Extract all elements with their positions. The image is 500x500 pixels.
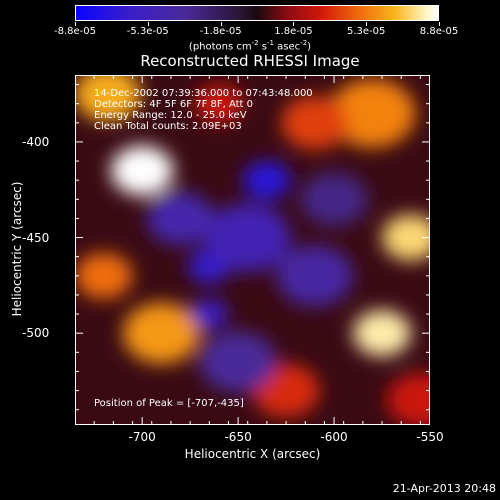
chart-title: Reconstructed RHESSI Image: [140, 52, 360, 70]
colorbar: [75, 5, 439, 21]
heatmap-blob: [199, 331, 277, 393]
colorbar-tick-label: 8.8e-05: [419, 26, 459, 37]
peak-position-label: Position of Peak = [-707,-435]: [94, 398, 244, 409]
heatmap-blob: [386, 373, 430, 425]
heatmap-blob: [300, 172, 368, 227]
x-tick-label: -650: [224, 430, 252, 444]
x-axis-label: Heliocentric X (arcsec): [184, 447, 321, 461]
observation-info: 14-Dec-2002 07:39:36.000 to 07:43:48.000…: [94, 88, 313, 132]
y-axis-label: Heliocentric Y (arcsec): [10, 181, 24, 317]
heatmap-blob: [194, 84, 243, 123]
colorbar-tick: [293, 22, 295, 26]
heatmap-blob: [281, 95, 349, 150]
colorbar-tick: [366, 22, 368, 26]
heatmap-blob: [276, 245, 354, 307]
heatmap-plot: [75, 75, 430, 425]
colorbar-tick-label: -1.8e-05: [199, 26, 242, 37]
heatmap-blob: [110, 145, 174, 196]
colorbar-tick: [220, 22, 222, 26]
x-tick-label: -550: [416, 430, 444, 444]
heatmap-blob: [242, 161, 291, 200]
x-tick-label: -700: [128, 430, 156, 444]
colorbar-tick-label: -8.8e-05: [54, 26, 96, 37]
heatmap-blob: [204, 203, 291, 273]
footer-date: 21-Apr-2013 20:48: [392, 482, 496, 495]
heatmap-blob: [353, 310, 411, 357]
heatmap-blob: [122, 302, 200, 364]
x-tick-label: -600: [320, 430, 348, 444]
info-line-counts: Clean Total counts: 2.09E+03: [94, 121, 242, 132]
heatmap-blob: [190, 298, 229, 330]
colorbar-tick-label: 1.8e-05: [274, 26, 313, 37]
plot-frame: [75, 75, 430, 425]
info-line-time: 14-Dec-2002 07:39:36.000 to 07:43:48.000: [94, 88, 313, 99]
info-line-energy: Energy Range: 12.0 - 25.0 keV: [94, 110, 247, 121]
colorbar-unit-label: (photons cm-2 s-1 asec-2): [188, 39, 312, 53]
y-tick-label: -400: [22, 134, 50, 149]
heatmap-blob: [382, 214, 430, 261]
y-tick-label: -450: [22, 230, 50, 245]
heatmap-blob: [146, 191, 215, 246]
heatmap-blob: [329, 78, 416, 148]
colorbar-tick-label: 5.3e-05: [346, 26, 386, 37]
colorbar-tick-label: -5.3e-05: [126, 26, 169, 37]
y-tick-label: -500: [22, 326, 50, 341]
info-line-detectors: Detectors: 4F 5F 6F 7F 8F, Att 0: [94, 99, 254, 110]
colorbar-tick: [75, 22, 76, 26]
colorbar-tick: [439, 22, 440, 26]
heatmap-blob: [75, 252, 133, 299]
colorbar-tick: [147, 22, 149, 26]
heatmap-blob: [75, 75, 142, 121]
